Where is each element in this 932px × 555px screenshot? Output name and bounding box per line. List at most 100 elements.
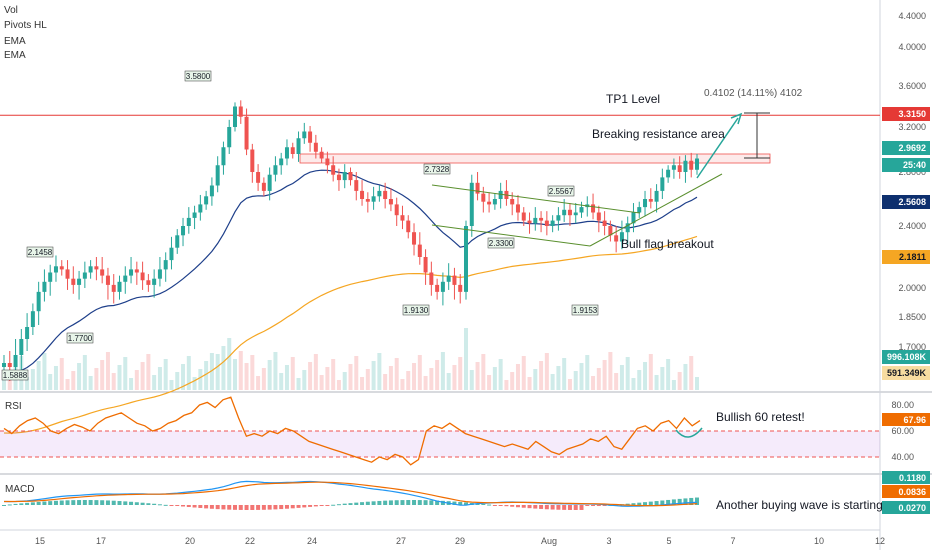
candle-body — [498, 190, 503, 199]
candle-body — [77, 278, 82, 285]
candle-body — [394, 204, 399, 216]
macd-hist-bar — [94, 500, 99, 505]
volume-bar — [504, 380, 509, 390]
macd-hist-bar — [146, 503, 151, 505]
volume-bar — [556, 366, 561, 390]
candle-body — [666, 169, 671, 178]
macd-hist-bar — [129, 501, 134, 505]
rsi-badge — [882, 413, 930, 426]
breaking-label: Breaking resistance area — [592, 127, 725, 141]
volume-bar — [602, 360, 607, 390]
candle-body — [429, 272, 434, 285]
macd-hist-bar — [59, 500, 64, 505]
macd-hist-bar — [556, 505, 561, 510]
candle-body — [59, 266, 64, 270]
macd-hist-bar — [631, 503, 636, 505]
macd-hist-bar — [666, 499, 671, 505]
volume-bar — [360, 377, 365, 390]
pivot-label: 2.1458 — [28, 248, 53, 257]
macd-hist-bar — [319, 505, 324, 506]
macd-hist-bar — [481, 503, 486, 505]
macd-hist-bar — [602, 505, 607, 506]
macd-hist-bar — [383, 500, 388, 505]
macd-hist-bar — [567, 505, 572, 510]
candle-body — [539, 217, 544, 221]
candle-body — [284, 147, 289, 159]
macd-hist-bar — [19, 503, 24, 505]
volume-bar — [492, 367, 497, 390]
price-badge — [882, 250, 930, 264]
candle-body — [273, 165, 278, 175]
candle-body — [175, 235, 180, 248]
candle-body — [533, 217, 538, 224]
candle-body — [30, 311, 35, 327]
macd-hist-bar — [204, 505, 209, 509]
macd-hist-bar — [360, 502, 365, 505]
macd-hist-bar — [134, 502, 139, 505]
legend-ema-1: EMA — [4, 36, 26, 47]
candle-body — [637, 207, 642, 213]
macd-hist-bar — [140, 502, 145, 505]
macd-hist-bar — [533, 505, 538, 509]
price-badge-text: 3.3150 — [898, 109, 926, 119]
volume-bar — [227, 338, 232, 390]
time-tick-label: 3 — [606, 536, 611, 546]
price-badge-text: 25:40 — [903, 160, 926, 170]
price-tick-label: 1.7000 — [898, 342, 926, 352]
pivot-label-box — [423, 163, 451, 175]
volume-bar — [446, 373, 451, 390]
price-tick-label: 3.6000 — [898, 81, 926, 91]
volume-bar — [261, 368, 266, 390]
volume-bar — [440, 352, 445, 390]
candle-body — [487, 201, 492, 205]
candle-body — [648, 199, 653, 202]
candle-body — [689, 160, 694, 170]
volume-bar — [573, 371, 578, 390]
macd-hist-bar — [596, 505, 601, 506]
price-badge — [882, 366, 930, 380]
volume-bar — [42, 353, 47, 390]
candle-body — [654, 190, 659, 202]
macd-hist-bar — [111, 500, 116, 505]
macd-hist-bar — [452, 501, 457, 505]
volume-bar — [596, 368, 601, 390]
volume-bar — [469, 370, 474, 390]
candle-body — [400, 215, 405, 221]
candle-body — [562, 209, 567, 216]
macd-hist-bar — [157, 504, 162, 506]
candle-body — [354, 180, 359, 191]
macd-hist-bar — [273, 505, 278, 510]
macd-hist-bar — [2, 505, 6, 506]
rsi-retest-arc — [675, 427, 703, 438]
macd-hist-bar — [417, 500, 422, 505]
candle-body — [614, 235, 619, 242]
volume-bar — [365, 369, 370, 390]
candle-body — [140, 272, 145, 281]
pivot-label-box — [402, 304, 430, 316]
pivot-label-box — [571, 304, 599, 316]
volume-bar — [319, 375, 324, 390]
macd-hist-bar — [105, 500, 110, 505]
candle-body — [296, 138, 301, 154]
candle-body — [100, 269, 105, 276]
volume-bar — [348, 364, 353, 390]
candle-body — [221, 147, 226, 166]
volume-bar — [614, 373, 619, 390]
volume-bar — [406, 371, 411, 390]
macd-hist-bar — [504, 505, 509, 507]
rsi-line — [3, 396, 701, 466]
flag-upper-line — [431, 184, 641, 214]
rsi-tick-label: 80.00 — [891, 400, 914, 410]
macd-hist-bar — [221, 505, 226, 510]
macd-hist-bar — [423, 500, 428, 505]
macd-hist-bar — [152, 503, 157, 505]
macd-hist-bar — [71, 500, 76, 505]
time-tick-label: 15 — [35, 536, 45, 546]
volume-bar — [510, 372, 515, 390]
volume-bar — [429, 368, 434, 390]
time-tick-label: 7 — [730, 536, 735, 546]
macd-hist-bar — [53, 500, 58, 505]
volume-bar — [464, 328, 468, 390]
macd-hist-bar — [342, 503, 347, 505]
